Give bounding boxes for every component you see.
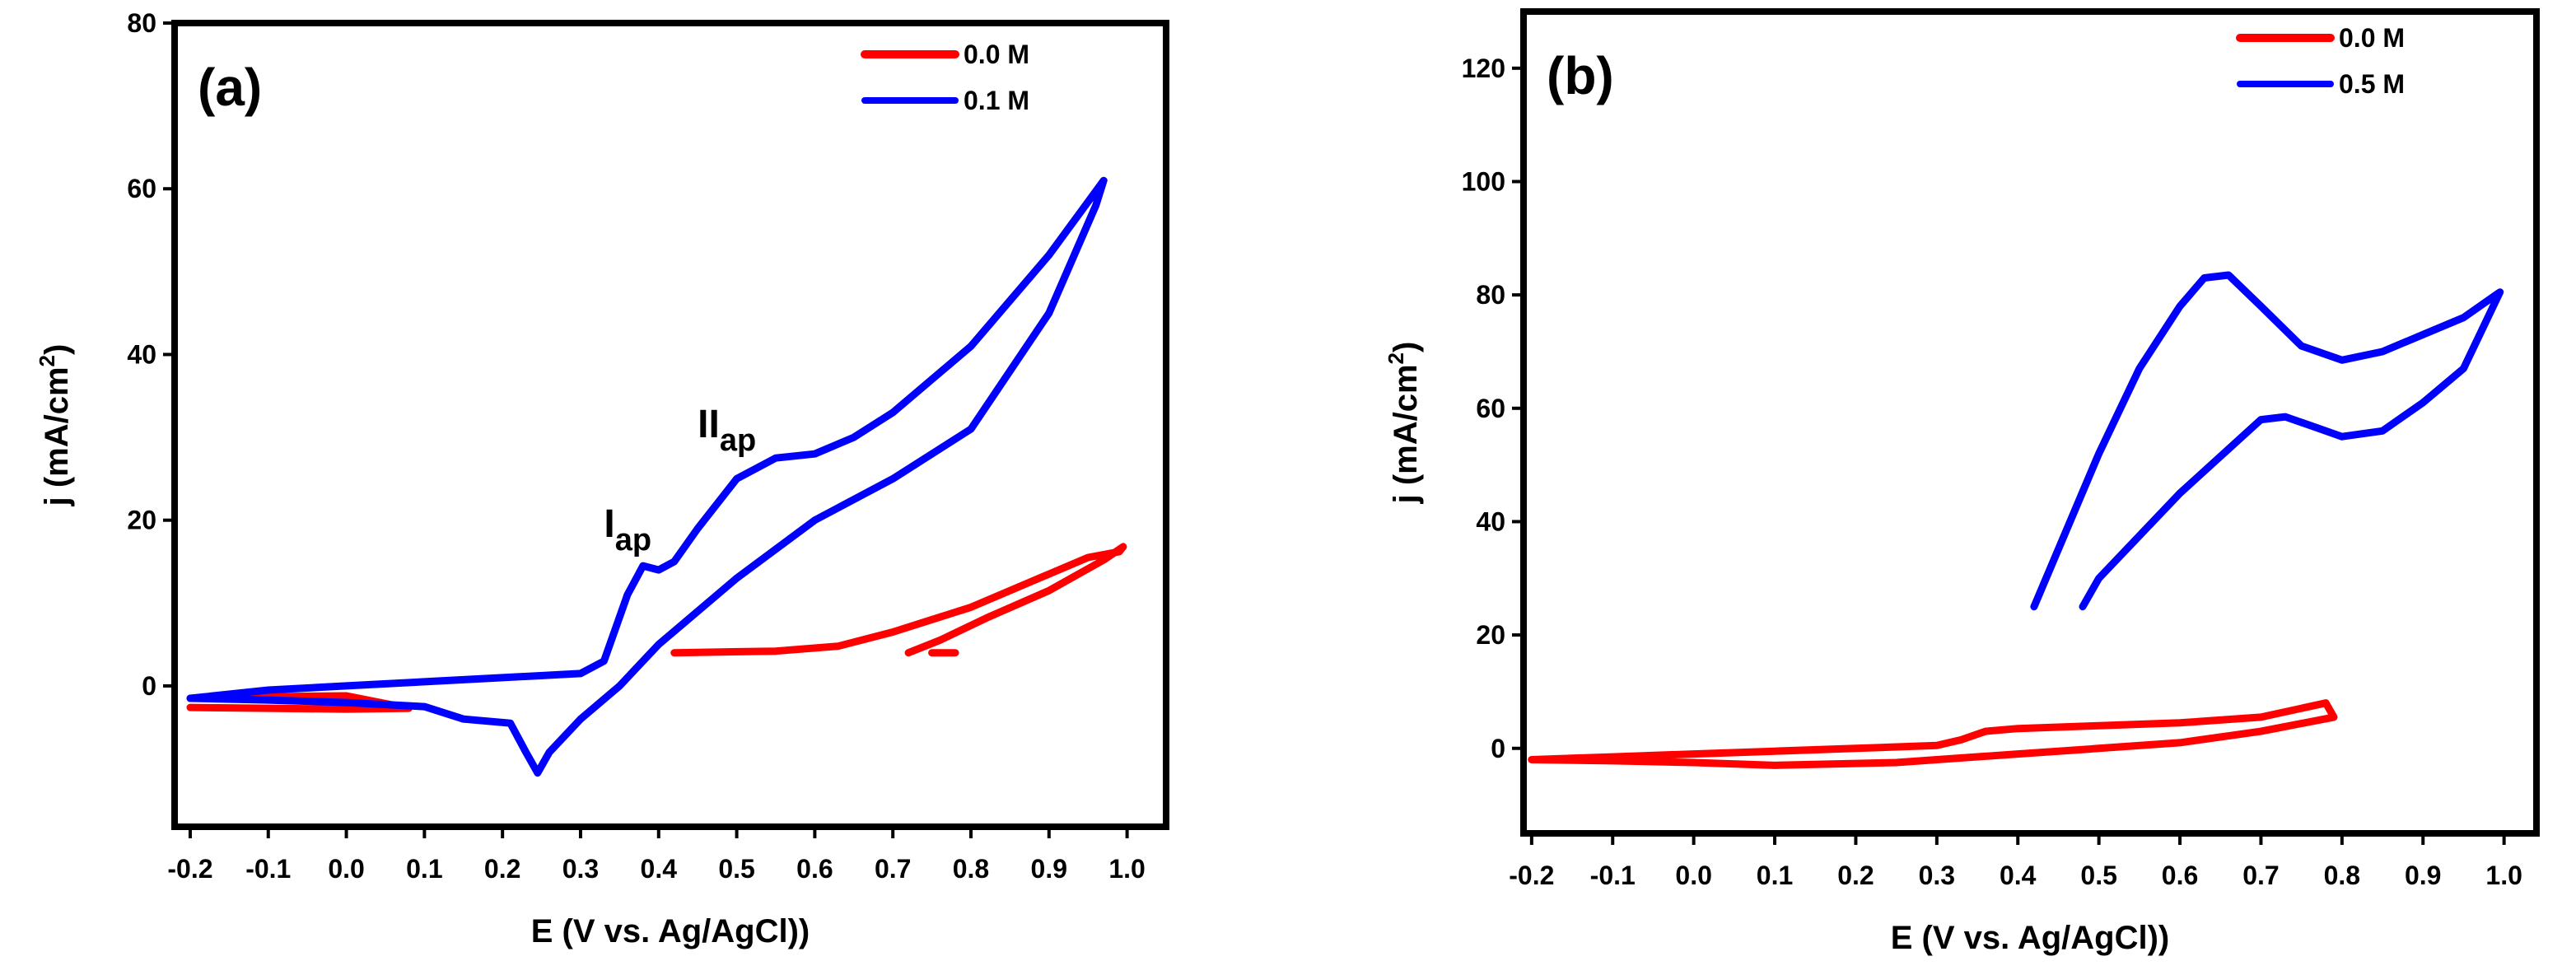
y-axis-title: j (mA/cm2) [1384,342,1424,505]
legend-label: 0.0 M [964,40,1029,69]
y-axis-title-main: j (mA/cm [39,366,75,506]
x-tick-label: 0.5 [2080,861,2116,890]
x-tick-label: 0.7 [2242,861,2279,890]
x-tick-label: 0.8 [2324,861,2360,890]
x-tick-label: 0.4 [2000,861,2037,890]
y-tick-label: 20 [1476,620,1505,650]
legend-label: 0.0 M [2339,23,2405,53]
panel-label: (b) [1547,46,1614,105]
x-axis-title: E (V vs. Ag/AgCl)) [1891,920,2170,956]
legend-label: 0.5 M [2339,69,2405,99]
x-tick-label: 0.8 [953,854,989,884]
x-tick-label: 0.2 [1837,861,1874,890]
x-tick-label: 0.9 [2405,861,2441,890]
y-tick-label: 120 [1462,54,1505,83]
y-axis-title-superscript: 2 [1384,352,1408,364]
peak-annotation: IIap [698,403,756,458]
plot-frame [1520,8,2540,837]
x-tick-label: 0.9 [1031,854,1067,884]
y-axis-title-main: j (mA/cm [1388,364,1424,504]
panel-label: (a) [198,58,262,117]
y-axis-title-tail: ) [1388,342,1424,352]
x-tick-label: 0.4 [641,854,678,884]
x-tick-label: 0.0 [328,854,364,884]
x-tick-label: -0.1 [245,854,291,884]
peak-annotation-sub: ap [615,523,651,557]
x-tick-label: 0.6 [2162,861,2198,890]
x-tick-label: 0.3 [1919,861,1955,890]
x-tick-label: 0.1 [1757,861,1793,890]
x-tick-label: 0.7 [875,854,911,884]
y-axis-title-superscript: 2 [35,355,59,366]
x-tick-label: 0.2 [484,854,520,884]
peak-annotation-main: I [604,502,614,546]
x-tick-label: 1.0 [2485,861,2522,890]
plot-frame [171,20,1169,830]
legend-label: 0.1 M [964,86,1029,115]
x-tick-label: -0.2 [167,854,212,884]
x-tick-label: -0.1 [1590,861,1636,890]
series-line-0-1-MM [186,176,1108,777]
y-axis-title-tail: ) [39,344,75,355]
peak-annotation-sub: ap [720,423,756,458]
peak-annotation-main: II [698,403,720,446]
x-tick-label: 1.0 [1108,854,1145,884]
series-line-0-0-MM [1528,699,2338,769]
y-tick-label: 0 [1491,734,1505,763]
chart-panel-b: -0.2 -0.1 0.0 0.1 0.2 0.3 0.4 0.5 0.6 0.7 0.8 0.9 1.… [1384,8,2540,956]
y-tick-label: 80 [127,8,156,38]
x-tick-label: 0.3 [562,854,599,884]
x-tick-label: 0.5 [718,854,754,884]
y-tick-label: 100 [1462,166,1505,196]
y-tick-label: 60 [1476,394,1505,423]
x-tick-label: 0.6 [796,854,833,884]
x-tick-label: 0.1 [406,854,442,884]
x-tick-label: -0.2 [1509,861,1554,890]
x-axis-title: E (V vs. Ag/AgCl)) [531,913,810,949]
y-tick-label: 0 [142,671,156,701]
y-axis-title: j (mA/cm2) [35,344,75,507]
y-tick-label: 20 [127,506,156,535]
chart-panel-a: -0.2 -0.1 0.0 0.1 0.2 0.3 0.4 0.5 0.6 0.7 0.8 0.9 1.… [35,8,1169,949]
y-tick-label: 60 [127,174,156,203]
series-line-0-5-MM [2030,271,2504,611]
y-tick-label: 80 [1476,280,1505,310]
x-tick-label: 0.0 [1675,861,1711,890]
y-tick-label: 40 [127,339,156,369]
peak-annotation: Iap [604,502,651,557]
y-tick-label: 40 [1476,506,1505,536]
